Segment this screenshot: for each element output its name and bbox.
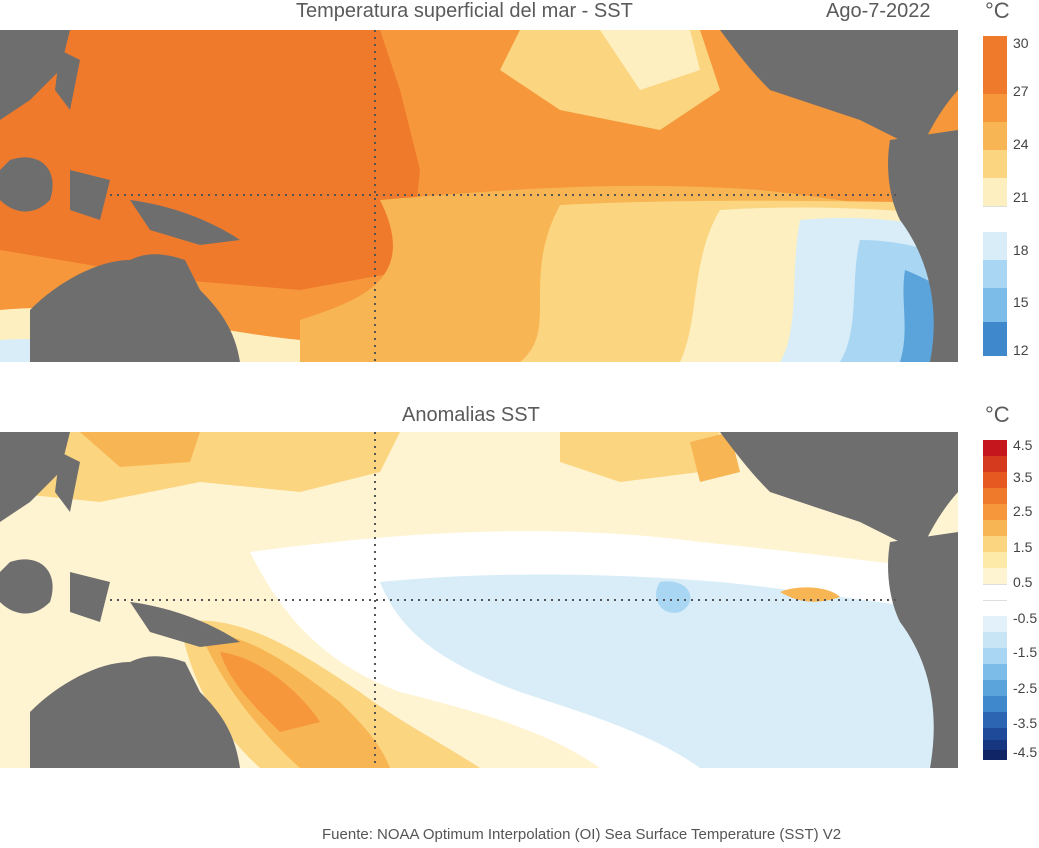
anom-cb-label-0-5: 0.5 bbox=[1013, 574, 1033, 590]
anom-cb-seg-17 bbox=[983, 696, 1007, 712]
sst-cb-label-18: 18 bbox=[1013, 242, 1029, 258]
sst-date: Ago-7-2022 bbox=[826, 0, 931, 22]
anomaly-map bbox=[0, 432, 958, 768]
anom-cb-label-neg-2-5: -2.5 bbox=[1013, 680, 1038, 696]
anom-cb-seg-15 bbox=[983, 664, 1007, 680]
anom-cb-seg-16 bbox=[983, 680, 1007, 696]
sst-cb-label-27: 27 bbox=[1013, 83, 1029, 99]
anom-cb-seg-1 bbox=[983, 440, 1007, 456]
anom-cb-seg-6 bbox=[983, 520, 1007, 536]
sst-cb-seg-1 bbox=[983, 36, 1007, 66]
sst-cb-seg-6 bbox=[983, 178, 1007, 206]
source-footer: Fuente: NOAA Optimum Interpolation (OI) … bbox=[322, 826, 842, 843]
anom-cb-label-1-5: 1.5 bbox=[1013, 539, 1033, 555]
anom-cb-seg-4 bbox=[983, 488, 1007, 504]
anom-cb-label-4-5: 4.5 bbox=[1013, 437, 1033, 453]
anom-cb-label-2-5: 2.5 bbox=[1013, 503, 1033, 519]
sst-cb-seg-11 bbox=[983, 322, 1007, 356]
sst-cb-seg-5 bbox=[983, 150, 1007, 178]
sst-cb-label-30: 30 bbox=[1013, 35, 1029, 51]
anom-cb-seg-11 bbox=[983, 600, 1007, 616]
sst-cb-seg-10 bbox=[983, 288, 1007, 322]
sst-cb-seg-7 bbox=[983, 206, 1007, 232]
sst-cb-label-24: 24 bbox=[1013, 136, 1029, 152]
sst-unit-label: °C bbox=[985, 0, 1010, 23]
anomaly-map-graphic bbox=[0, 432, 958, 768]
anom-cb-seg-7 bbox=[983, 536, 1007, 552]
anom-cb-label-neg-3-5: -3.5 bbox=[1013, 715, 1038, 731]
anom-cb-seg-8 bbox=[983, 552, 1007, 568]
sst-cb-seg-2 bbox=[983, 66, 1007, 94]
anom-cb-seg-21 bbox=[983, 750, 1007, 760]
anom-cb-seg-10 bbox=[983, 584, 1007, 600]
anom-cb-seg-19 bbox=[983, 728, 1007, 740]
anom-cb-seg-9 bbox=[983, 568, 1007, 584]
sst-map bbox=[0, 30, 958, 362]
anom-cb-seg-2 bbox=[983, 456, 1007, 472]
sst-cb-seg-3 bbox=[983, 94, 1007, 122]
anom-cb-seg-18 bbox=[983, 712, 1007, 728]
anom-cb-seg-13 bbox=[983, 632, 1007, 648]
sst-colorbar bbox=[983, 36, 1007, 356]
anom-cb-seg-14 bbox=[983, 648, 1007, 664]
sst-cb-seg-4 bbox=[983, 122, 1007, 150]
anom-cb-seg-20 bbox=[983, 740, 1007, 750]
sst-cb-label-12: 12 bbox=[1013, 342, 1029, 358]
sst-title: Temperatura superficial del mar - SST bbox=[296, 0, 633, 22]
anom-cb-label-neg-4-5: -4.5 bbox=[1013, 744, 1038, 760]
anom-cb-seg-12 bbox=[983, 616, 1007, 632]
anom-cb-seg-3 bbox=[983, 472, 1007, 488]
sst-cb-seg-8 bbox=[983, 232, 1007, 260]
sst-cb-label-15: 15 bbox=[1013, 294, 1029, 310]
anom-cb-label-neg-1-5: -1.5 bbox=[1013, 644, 1038, 660]
sst-cb-label-21: 21 bbox=[1013, 189, 1029, 205]
anom-cb-seg-5 bbox=[983, 504, 1007, 520]
anomaly-colorbar bbox=[983, 440, 1007, 760]
sst-cb-seg-9 bbox=[983, 260, 1007, 288]
sst-map-graphic bbox=[0, 30, 958, 362]
anomaly-title: Anomalias SST bbox=[402, 404, 540, 426]
anomaly-unit-label: °C bbox=[985, 402, 1010, 427]
anom-cb-label-3-5: 3.5 bbox=[1013, 469, 1033, 485]
anom-cb-label-neg-0-5: -0.5 bbox=[1013, 610, 1038, 626]
